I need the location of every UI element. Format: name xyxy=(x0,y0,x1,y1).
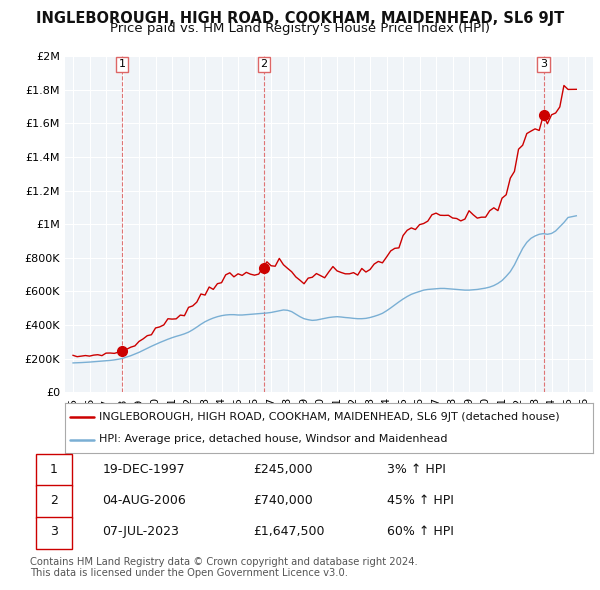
Text: 45% ↑ HPI: 45% ↑ HPI xyxy=(387,494,454,507)
Text: 1: 1 xyxy=(119,60,125,70)
Text: 2: 2 xyxy=(50,494,58,507)
Text: 1: 1 xyxy=(50,463,58,476)
FancyBboxPatch shape xyxy=(35,517,72,549)
FancyBboxPatch shape xyxy=(35,454,72,486)
Text: £1,647,500: £1,647,500 xyxy=(253,525,325,538)
Text: £245,000: £245,000 xyxy=(253,463,313,476)
Text: 04-AUG-2006: 04-AUG-2006 xyxy=(103,494,186,507)
Text: 60% ↑ HPI: 60% ↑ HPI xyxy=(387,525,454,538)
Text: 2: 2 xyxy=(260,60,268,70)
Text: £740,000: £740,000 xyxy=(253,494,313,507)
Text: 07-JUL-2023: 07-JUL-2023 xyxy=(103,525,179,538)
Text: INGLEBOROUGH, HIGH ROAD, COOKHAM, MAIDENHEAD, SL6 9JT: INGLEBOROUGH, HIGH ROAD, COOKHAM, MAIDEN… xyxy=(36,11,564,25)
Text: HPI: Average price, detached house, Windsor and Maidenhead: HPI: Average price, detached house, Wind… xyxy=(99,434,448,444)
Text: Price paid vs. HM Land Registry's House Price Index (HPI): Price paid vs. HM Land Registry's House … xyxy=(110,22,490,35)
Text: 19-DEC-1997: 19-DEC-1997 xyxy=(103,463,185,476)
Text: 3: 3 xyxy=(50,525,58,538)
Text: 3% ↑ HPI: 3% ↑ HPI xyxy=(387,463,446,476)
Text: 3: 3 xyxy=(540,60,547,70)
FancyBboxPatch shape xyxy=(35,486,72,517)
Text: INGLEBOROUGH, HIGH ROAD, COOKHAM, MAIDENHEAD, SL6 9JT (detached house): INGLEBOROUGH, HIGH ROAD, COOKHAM, MAIDEN… xyxy=(99,411,560,421)
Text: Contains HM Land Registry data © Crown copyright and database right 2024.
This d: Contains HM Land Registry data © Crown c… xyxy=(30,556,418,578)
